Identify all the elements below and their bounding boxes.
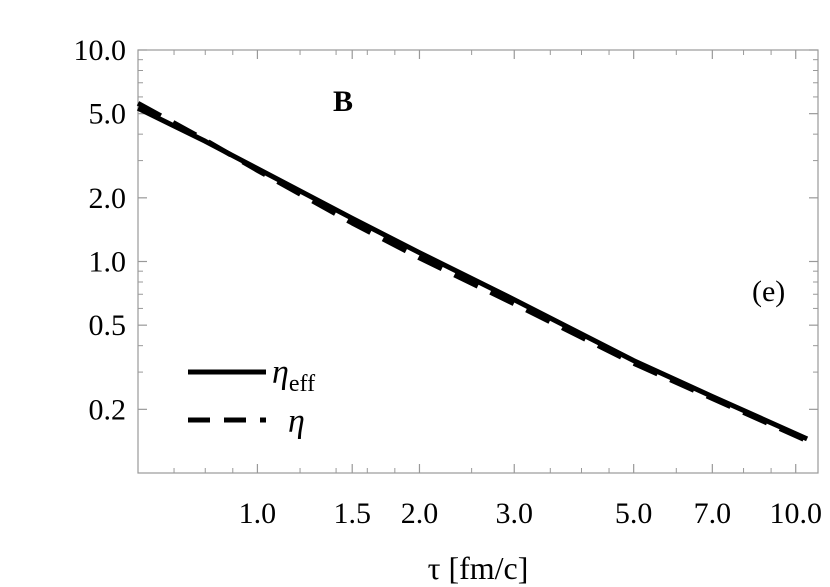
y-tick-label: 5.0	[89, 98, 127, 131]
panel-label: B	[333, 85, 353, 118]
legend-label-eta: η	[288, 403, 305, 440]
y-tick-label: 2.0	[89, 182, 127, 215]
series-lines	[136, 101, 809, 444]
x-tick-label: 10.0	[769, 497, 822, 530]
x-axis-title: τ [fm/c]	[428, 550, 529, 586]
x-tick-label: 1.5	[333, 497, 371, 530]
x-tick-label: 3.0	[496, 497, 534, 530]
x-tick-label: 7.0	[694, 497, 732, 530]
x-tick-label: 5.0	[615, 497, 653, 530]
y-ticks: 0.2 0.5 1.0 2.0 5.0 10.0	[74, 34, 818, 426]
y-tick-label: 1.0	[89, 246, 127, 279]
y-tick-label: 0.5	[89, 309, 127, 342]
y-tick-label: 10.0	[74, 34, 127, 67]
y-tick-label: 0.2	[89, 393, 127, 426]
x-tick-label: 1.0	[239, 497, 277, 530]
legend: ηeff η	[188, 354, 315, 440]
x-tick-label: 2.0	[401, 497, 439, 530]
annotation-label: (e)	[752, 275, 785, 308]
legend-symbol-eta-eff: η	[272, 354, 289, 391]
x-ticks: 1.0 1.5 2.0 3.0 5.0 7.0 10.0	[173, 50, 822, 530]
legend-label-eta-eff: ηeff	[272, 354, 315, 397]
plot-area-border	[137, 49, 819, 474]
plot-frame	[137, 49, 819, 474]
legend-subscript-eff: eff	[289, 371, 315, 397]
series-line-eta	[136, 101, 809, 444]
series-line-eta-eff	[136, 106, 809, 442]
